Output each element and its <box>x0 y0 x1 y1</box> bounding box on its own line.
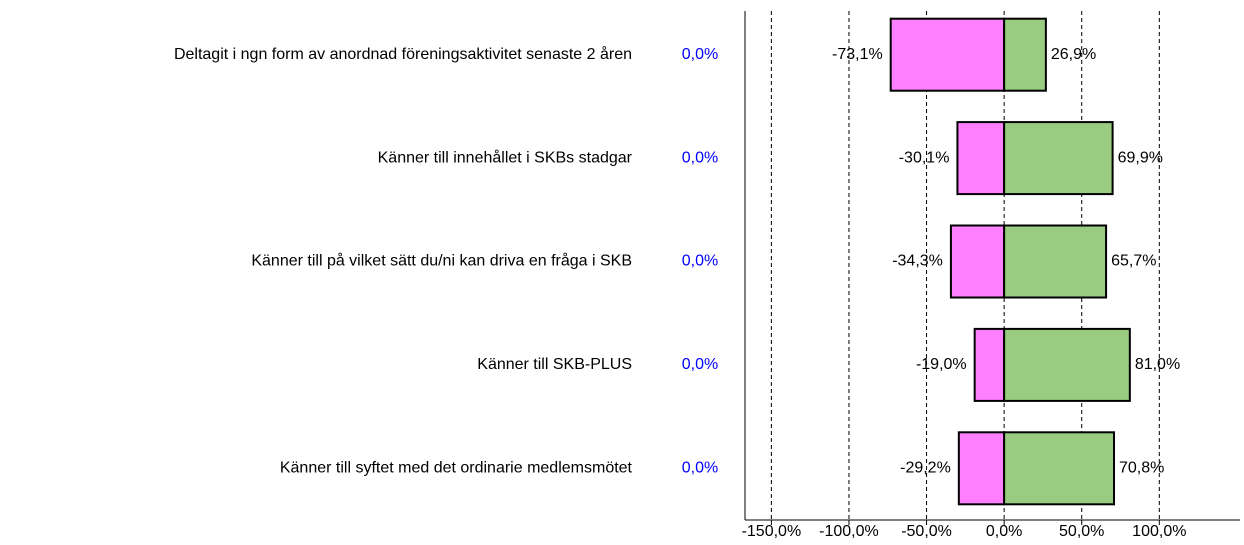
x-tick-label: 100,0% <box>1132 523 1186 540</box>
value-label: 70,8% <box>1119 460 1164 477</box>
category-label: Känner till syftet med det ordinarie med… <box>280 460 633 477</box>
bar <box>1003 121 1114 196</box>
bar <box>973 327 1006 402</box>
bar <box>957 431 1006 506</box>
value-label: 26,9% <box>1051 46 1096 63</box>
bar <box>949 224 1006 299</box>
x-tick-label: -150,0% <box>742 523 802 540</box>
bar <box>956 121 1006 196</box>
bar <box>1003 17 1047 92</box>
x-tick-label: 50,0% <box>1059 523 1104 540</box>
bar <box>1003 431 1116 506</box>
value-label: -19,0% <box>916 356 967 373</box>
category-label: Känner till innehållet i SKBs stadgar <box>378 148 633 166</box>
value-label: -34,3% <box>892 253 943 270</box>
side-label: 0,0% <box>682 460 718 477</box>
side-label: 0,0% <box>682 253 718 270</box>
value-label: -30,1% <box>899 149 950 166</box>
x-tick-label: -100,0% <box>819 523 879 540</box>
bar <box>1003 327 1131 402</box>
value-label: -73,1% <box>832 46 883 63</box>
x-tick-label: -50,0% <box>901 523 952 540</box>
value-label: 65,7% <box>1111 253 1156 270</box>
category-label: Känner till SKB-PLUS <box>477 356 632 373</box>
bar <box>1003 224 1108 299</box>
value-label: 81,0% <box>1135 356 1180 373</box>
bar <box>889 17 1006 92</box>
category-label: Deltagit i ngn form av anordnad förening… <box>174 45 632 63</box>
side-label: 0,0% <box>682 46 718 63</box>
side-label: 0,0% <box>682 356 718 373</box>
category-label: Känner till på vilket sätt du/ni kan dri… <box>251 252 632 270</box>
x-tick-label: 0,0% <box>986 523 1022 540</box>
side-label: 0,0% <box>682 149 718 166</box>
value-label: -29,2% <box>900 460 951 477</box>
value-label: 69,9% <box>1118 149 1163 166</box>
